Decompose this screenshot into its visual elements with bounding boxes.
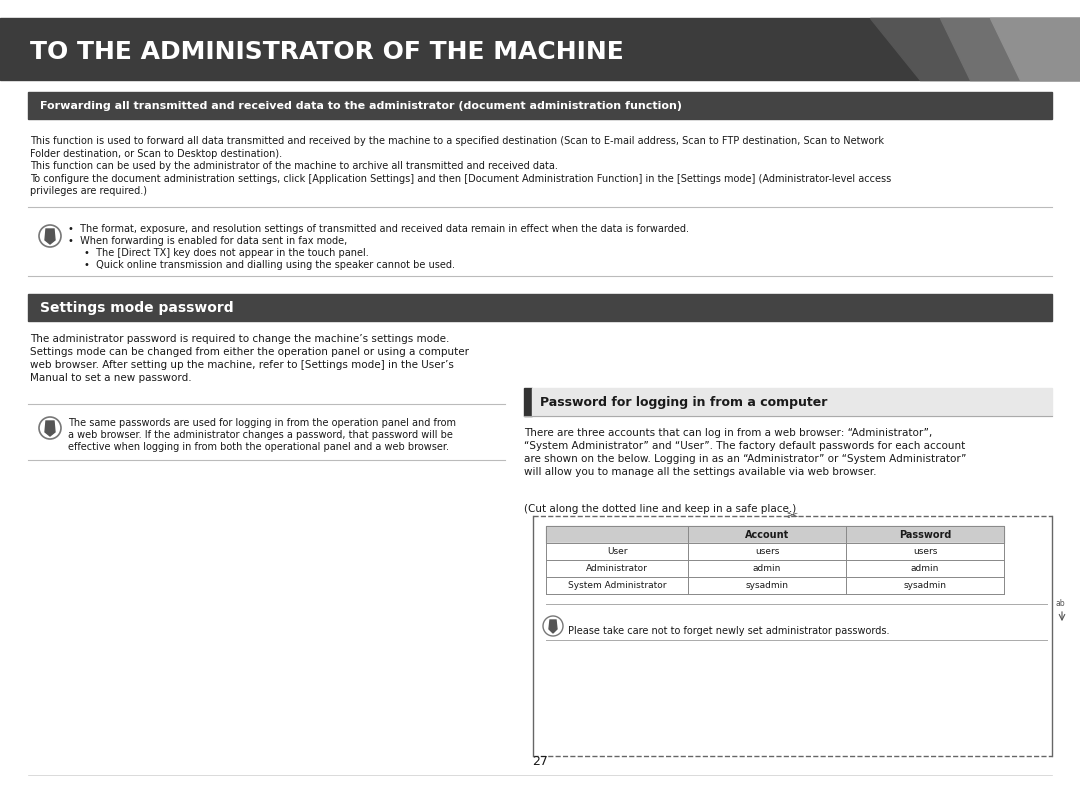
Text: users: users xyxy=(913,547,937,556)
Text: Settings mode password: Settings mode password xyxy=(40,301,233,315)
Text: admin: admin xyxy=(910,564,940,573)
Polygon shape xyxy=(870,18,1080,80)
Text: The administrator password is required to change the machine’s settings mode.: The administrator password is required t… xyxy=(30,334,449,344)
Text: Manual to set a new password.: Manual to set a new password. xyxy=(30,373,191,383)
Text: This function can be used by the administrator of the machine to archive all tra: This function can be used by the adminis… xyxy=(30,161,558,171)
Bar xyxy=(28,92,1052,119)
Text: web browser. After setting up the machine, refer to [Settings mode] in the User’: web browser. After setting up the machin… xyxy=(30,360,454,370)
Circle shape xyxy=(39,225,60,247)
Polygon shape xyxy=(940,18,1080,80)
Text: TO THE ADMINISTRATOR OF THE MACHINE: TO THE ADMINISTRATOR OF THE MACHINE xyxy=(30,40,624,64)
Text: sysadmin: sysadmin xyxy=(904,581,946,590)
Circle shape xyxy=(543,616,563,636)
Bar xyxy=(546,543,1004,560)
Polygon shape xyxy=(990,18,1080,80)
Text: Account: Account xyxy=(745,530,789,540)
Text: System Administrator: System Administrator xyxy=(568,581,666,590)
Text: admin: admin xyxy=(753,564,781,573)
Text: Password for logging in from a computer: Password for logging in from a computer xyxy=(540,396,827,408)
Text: a web browser. If the administrator changes a password, that password will be: a web browser. If the administrator chan… xyxy=(68,430,453,440)
Text: 27: 27 xyxy=(532,755,548,768)
Text: •  The format, exposure, and resolution settings of transmitted and received dat: • The format, exposure, and resolution s… xyxy=(68,224,689,234)
Text: Settings mode can be changed from either the operation panel or using a computer: Settings mode can be changed from either… xyxy=(30,347,469,357)
Text: (Cut along the dotted line and keep in a safe place.): (Cut along the dotted line and keep in a… xyxy=(524,504,796,514)
Text: •  The [Direct TX] key does not appear in the touch panel.: • The [Direct TX] key does not appear in… xyxy=(84,248,368,258)
Bar xyxy=(524,388,532,416)
Bar xyxy=(546,577,1004,594)
Bar xyxy=(532,388,1052,416)
Text: effective when logging in from both the operational panel and a web browser.: effective when logging in from both the … xyxy=(68,442,449,452)
Text: •  Quick online transmission and dialling using the speaker cannot be used.: • Quick online transmission and dialling… xyxy=(84,260,455,270)
Bar xyxy=(0,18,1080,80)
Polygon shape xyxy=(549,620,557,633)
Text: This function is used to forward all data transmitted and received by the machin: This function is used to forward all dat… xyxy=(30,136,885,146)
Text: User: User xyxy=(607,547,627,556)
Text: users: users xyxy=(755,547,779,556)
Text: Administrator: Administrator xyxy=(586,564,648,573)
Bar xyxy=(28,294,1052,321)
Text: •  When forwarding is enabled for data sent in fax mode,: • When forwarding is enabled for data se… xyxy=(68,236,348,246)
Text: Folder destination, or Scan to Desktop destination).: Folder destination, or Scan to Desktop d… xyxy=(30,148,282,158)
Bar xyxy=(546,560,1004,577)
Text: ✂: ✂ xyxy=(786,509,798,523)
Text: ab: ab xyxy=(1056,599,1066,608)
Text: privileges are required.): privileges are required.) xyxy=(30,186,147,196)
Polygon shape xyxy=(45,229,55,244)
Circle shape xyxy=(39,417,60,439)
Text: sysadmin: sysadmin xyxy=(745,581,788,590)
Bar xyxy=(546,526,1004,543)
Text: Forwarding all transmitted and received data to the administrator (document admi: Forwarding all transmitted and received … xyxy=(40,101,681,111)
Text: Password: Password xyxy=(899,530,951,540)
Polygon shape xyxy=(45,421,55,436)
Text: are shown on the below. Logging in as an “Administrator” or “System Administrato: are shown on the below. Logging in as an… xyxy=(524,454,967,464)
Text: There are three accounts that can log in from a web browser: “Administrator”,: There are three accounts that can log in… xyxy=(524,428,932,438)
Text: The same passwords are used for logging in from the operation panel and from: The same passwords are used for logging … xyxy=(68,418,456,428)
Text: Please take care not to forget newly set administrator passwords.: Please take care not to forget newly set… xyxy=(568,626,890,636)
Text: “System Administrator” and “User”. The factory default passwords for each accoun: “System Administrator” and “User”. The f… xyxy=(524,441,966,451)
Text: To configure the document administration settings, click [Application Settings] : To configure the document administration… xyxy=(30,173,891,184)
Text: will allow you to manage all the settings available via web browser.: will allow you to manage all the setting… xyxy=(524,467,877,477)
